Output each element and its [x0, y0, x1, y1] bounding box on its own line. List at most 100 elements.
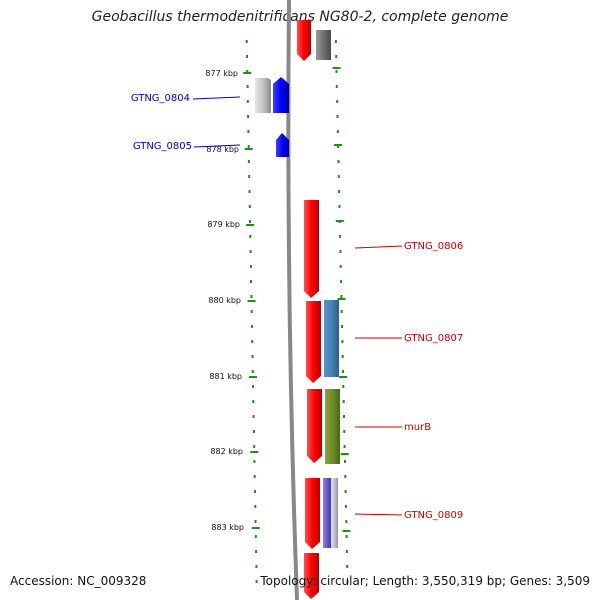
right-rail-major-tick [340, 453, 349, 455]
right-rail-minor-tick [336, 100, 339, 103]
left-rail-minor-tick [246, 55, 248, 58]
left-rail-minor-tick [252, 415, 255, 418]
gene-murb-domain[interactable] [325, 389, 340, 464]
left-tick-rail [243, 40, 260, 583]
right-rail-minor-tick [341, 355, 344, 358]
right-rail-minor-tick [341, 325, 343, 328]
tick-label-883: 883 kbp [211, 523, 244, 532]
gene-gtng-0809-domain-a[interactable] [323, 478, 331, 548]
left-rail-major-tick [244, 148, 253, 150]
gene-gtng-0807-domain[interactable] [324, 300, 339, 377]
left-rail-minor-tick [254, 505, 257, 508]
gene-label-gtng-0806[interactable]: GTNG_0806 [404, 241, 463, 252]
left-rail-minor-tick [250, 310, 253, 313]
left-rail-major-tick [251, 527, 260, 529]
left-rail-minor-tick [255, 580, 258, 583]
right-rail-minor-tick [335, 70, 338, 73]
topology-text: Topology: circular; Length: 3,550,319 bp… [260, 574, 590, 588]
left-rail-major-tick [247, 300, 256, 302]
left-rail-minor-tick [247, 115, 250, 118]
left-rail-minor-tick [247, 130, 250, 133]
left-rail-minor-tick [246, 70, 249, 73]
left-rail-minor-tick [252, 430, 255, 433]
gene-gtng-0804[interactable] [273, 77, 289, 113]
left-rail-minor-tick [249, 235, 252, 238]
gene-label-gtng-0807[interactable]: GTNG_0807 [404, 333, 463, 344]
right-rail-minor-tick [342, 400, 345, 403]
gene-gtng-0807[interactable] [306, 301, 321, 383]
right-rail-minor-tick [337, 160, 340, 163]
left-rail-minor-tick [255, 550, 258, 553]
right-rail-minor-tick [336, 115, 339, 118]
right-rail-minor-tick [336, 130, 339, 133]
gene-label-gtng-0809[interactable]: GTNG_0809 [404, 510, 463, 521]
right-rail-minor-tick [346, 565, 349, 568]
left-rail-minor-tick [247, 160, 250, 163]
right-rail-minor-tick [345, 550, 348, 553]
accession-text: Accession: NC_009328 [10, 574, 147, 588]
gene-label-gtng-0804[interactable]: GTNG_0804 [131, 93, 190, 104]
gene-gtng-0806[interactable] [304, 200, 319, 298]
right-rail-minor-tick [334, 40, 337, 43]
gene-label-gtng-0805[interactable]: GTNG_0805 [133, 141, 192, 152]
gene-top-grey[interactable] [316, 30, 331, 60]
right-rail-minor-tick [343, 415, 345, 418]
right-rail-minor-tick [335, 85, 338, 88]
left-rail-minor-tick [254, 490, 256, 493]
right-rail-major-tick [332, 67, 341, 69]
left-rail-minor-tick [248, 205, 251, 208]
right-rail-minor-tick [340, 310, 343, 313]
left-rail-minor-tick [249, 265, 252, 268]
right-rail-minor-tick [339, 235, 342, 238]
left-rail-major-tick [248, 376, 257, 378]
tick-label-877: 877 kbp [205, 69, 238, 78]
right-rail-minor-tick [342, 370, 344, 373]
right-rail-minor-tick [338, 205, 341, 208]
left-rail-minor-tick [248, 190, 251, 193]
left-rail-minor-tick [254, 520, 257, 523]
left-rail-minor-tick [251, 355, 254, 358]
gene-top-red[interactable] [297, 20, 311, 61]
right-rail-minor-tick [337, 175, 340, 178]
right-rail-minor-tick [344, 460, 346, 463]
left-rail-minor-tick [251, 370, 254, 373]
right-rail-major-tick [342, 530, 351, 532]
gene-gtng-0805[interactable] [276, 133, 289, 157]
right-rail-minor-tick [341, 340, 344, 343]
gene-labels: GTNG_0804 GTNG_0805 GTNG_0806 GTNG_0807 … [131, 93, 463, 521]
left-rail-minor-tick [247, 145, 250, 148]
right-rail-major-tick [337, 298, 346, 300]
right-rail-minor-tick [346, 580, 349, 583]
gene-label-murb[interactable]: murB [404, 422, 431, 433]
right-rail-minor-tick [344, 505, 347, 508]
gene-gtng-0809[interactable] [305, 478, 320, 549]
right-rail-minor-tick [344, 490, 347, 493]
right-rail-minor-tick [344, 475, 347, 478]
right-rail-minor-tick [339, 250, 342, 253]
left-rail-minor-tick [255, 565, 258, 568]
left-rail-minor-tick [248, 175, 251, 178]
left-rail-minor-tick [249, 220, 251, 223]
left-rail-minor-tick [246, 85, 249, 88]
right-rail-minor-tick [339, 265, 342, 268]
tick-label-881: 881 kbp [209, 372, 242, 381]
right-rail-minor-tick [338, 190, 341, 193]
gene-murb[interactable] [307, 389, 322, 463]
gene-gtng-0809-domain-b[interactable] [331, 478, 338, 548]
right-rail-minor-tick [342, 385, 345, 388]
left-rail-minor-tick [246, 100, 249, 103]
right-rail-minor-tick [337, 145, 340, 148]
gene-gtng-0804-outer[interactable] [255, 78, 271, 113]
left-rail-minor-tick [253, 445, 256, 448]
right-rail-minor-tick [340, 295, 343, 298]
tick-label-880: 880 kbp [208, 296, 241, 305]
left-rail-minor-tick [250, 295, 253, 298]
gene-bottom-red[interactable] [304, 553, 319, 599]
forward-genes [255, 77, 289, 157]
left-rail-minor-tick [251, 340, 254, 343]
right-rail-major-tick [335, 220, 344, 222]
right-rail-minor-tick [343, 430, 346, 433]
left-rail-minor-tick [254, 535, 257, 538]
reverse-genes [297, 20, 340, 599]
